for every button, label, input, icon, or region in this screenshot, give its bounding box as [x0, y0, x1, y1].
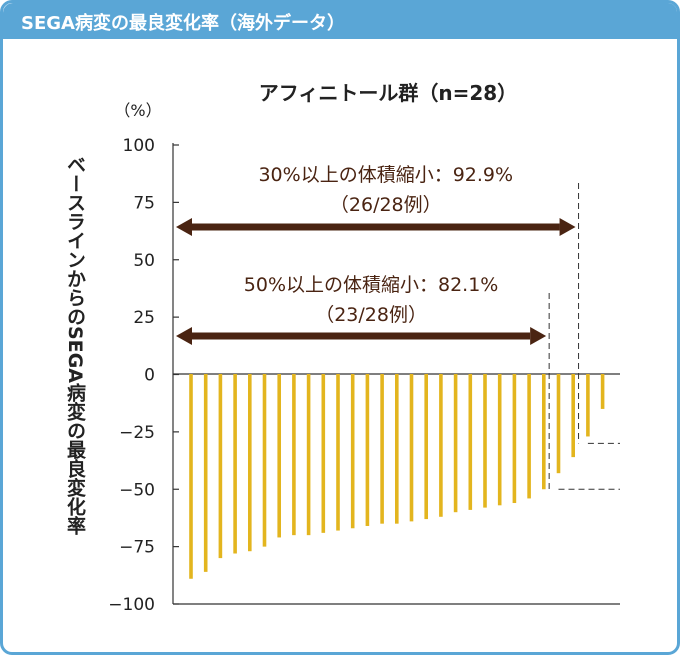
reference-lines [548, 183, 620, 490]
bar [409, 374, 414, 522]
bar [453, 374, 458, 513]
y-tick-label: 100 [123, 136, 155, 156]
annotations: 30%以上の体積縮小：92.9% （26/28例） 50%以上の体積縮小：82.1%… [176, 164, 576, 345]
bar [600, 374, 605, 409]
bar [556, 374, 561, 474]
arrow-head-left [176, 218, 192, 236]
bar [468, 374, 473, 510]
bar [292, 374, 296, 536]
bar [262, 374, 267, 547]
bar [424, 374, 428, 520]
bar [233, 374, 237, 554]
bar [365, 374, 370, 526]
annotation-text: 50%以上の体積縮小：82.1% [244, 274, 499, 296]
bar [350, 374, 355, 529]
bar [512, 374, 517, 504]
bars [189, 374, 605, 579]
header-bar: SEGA病変の最良変化率（海外データ） [3, 3, 677, 39]
y-tick-label: 0 [144, 366, 155, 386]
y-tick-label: −50 [119, 480, 155, 500]
annotation-count: （26/28例） [330, 194, 442, 216]
bar [321, 374, 326, 533]
annotation-text: 30%以上の体積縮小：92.9% [258, 164, 513, 186]
arrow-head-left [176, 327, 192, 345]
bar [248, 374, 252, 552]
bar [336, 374, 340, 531]
bar [395, 374, 399, 524]
chart-title: アフィニトール群（n=28） [259, 81, 517, 105]
y-tick-label: 75 [133, 193, 155, 213]
header-title: SEGA病変の最良変化率（海外データ） [21, 13, 345, 34]
y-axis-unit: （%） [114, 101, 161, 120]
y-tick-label: −100 [108, 595, 155, 615]
bar [189, 374, 193, 579]
bar [586, 374, 590, 437]
y-axis-label: ベースラインからのSEGA病変の最良変化率 [64, 155, 86, 536]
y-tick-label: 25 [133, 308, 155, 328]
y-ticks: 100 75 50 25 0 −25 −50 −75 −100 [108, 136, 179, 615]
y-tick-label: −75 [119, 538, 155, 558]
annotation-count: （23/28例） [315, 304, 427, 326]
bar [497, 374, 502, 506]
bar [218, 374, 223, 559]
bar [277, 374, 281, 538]
bar-chart: アフィニトール群（n=28） （%） ベースラインからのSEGA病変の最良変化率… [64, 81, 620, 615]
bar [439, 374, 443, 517]
bar [380, 374, 384, 524]
bar [527, 374, 531, 499]
arrow-head-right [530, 327, 547, 345]
y-tick-label: 50 [133, 251, 155, 271]
bar [542, 374, 546, 490]
bar [306, 374, 311, 536]
bar [203, 374, 208, 572]
bar [483, 374, 487, 508]
arrow-head-right [559, 218, 576, 236]
y-tick-label: −25 [119, 423, 155, 443]
bar [571, 374, 575, 458]
